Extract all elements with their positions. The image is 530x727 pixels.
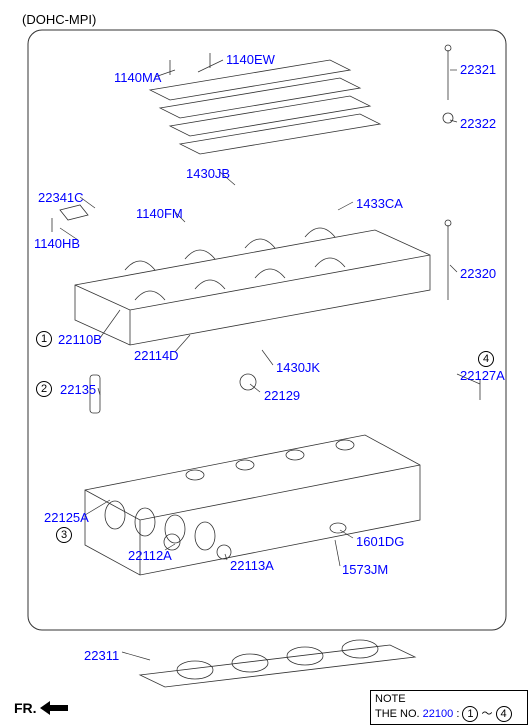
- callout-22127A: 22127A: [460, 368, 505, 383]
- callout-22110B: 22110B: [58, 332, 102, 347]
- callout-1433CA: 1433CA: [356, 196, 403, 211]
- artwork-svg: [0, 0, 530, 727]
- circle-ref-2: 2: [36, 380, 52, 397]
- note-range-b: 4: [496, 706, 512, 722]
- callout-1430JK: 1430JK: [276, 360, 320, 375]
- note-line2: THE NO. 22100 : 1 ～ 4: [375, 705, 523, 722]
- callout-22322: 22322: [460, 116, 496, 131]
- variant-heading: (DOHC-MPI): [22, 12, 96, 27]
- callout-22311: 22311: [84, 648, 119, 663]
- callout-1430JB: 1430JB: [186, 166, 230, 181]
- callout-22114D: 22114D: [134, 348, 179, 363]
- note-box: NOTE THE NO. 22100 : 1 ～ 4: [370, 690, 528, 725]
- note-prefix: THE NO.: [375, 708, 423, 720]
- circle-ref-4: 4: [478, 350, 494, 367]
- callout-1573JM: 1573JM: [342, 562, 388, 577]
- note-partno: 22100: [423, 708, 454, 720]
- callout-22320: 22320: [460, 266, 496, 281]
- callout-22321: 22321: [460, 62, 496, 77]
- circle-ref-1: 1: [36, 330, 52, 347]
- diagram-stage: (DOHC-MPI) 1140EW 1140MA 22321 22322 1430JB 2…: [0, 0, 530, 727]
- note-line1: NOTE: [375, 693, 523, 705]
- callout-22129: 22129: [264, 388, 300, 403]
- callout-22112A: 22112A: [128, 548, 172, 563]
- callout-22341C: 22341C: [38, 190, 84, 205]
- fr-arrow-icon: [40, 701, 68, 715]
- note-tilde: ～: [482, 708, 493, 720]
- callout-22125A: 22125A: [44, 510, 89, 525]
- fr-text: FR.: [14, 700, 37, 716]
- callout-1140MA: 1140MA: [114, 70, 161, 85]
- callout-22135: 22135: [60, 382, 96, 397]
- note-range-a: 1: [462, 706, 478, 722]
- front-reference: FR.: [14, 700, 68, 716]
- circle-ref-3: 3: [56, 526, 72, 543]
- callout-22113A: 22113A: [230, 558, 274, 573]
- callout-1140FM: 1140FM: [136, 206, 183, 221]
- callout-1140EW: 1140EW: [226, 52, 275, 67]
- callout-1140HB: 1140HB: [34, 236, 80, 251]
- callout-1601DG: 1601DG: [356, 534, 404, 549]
